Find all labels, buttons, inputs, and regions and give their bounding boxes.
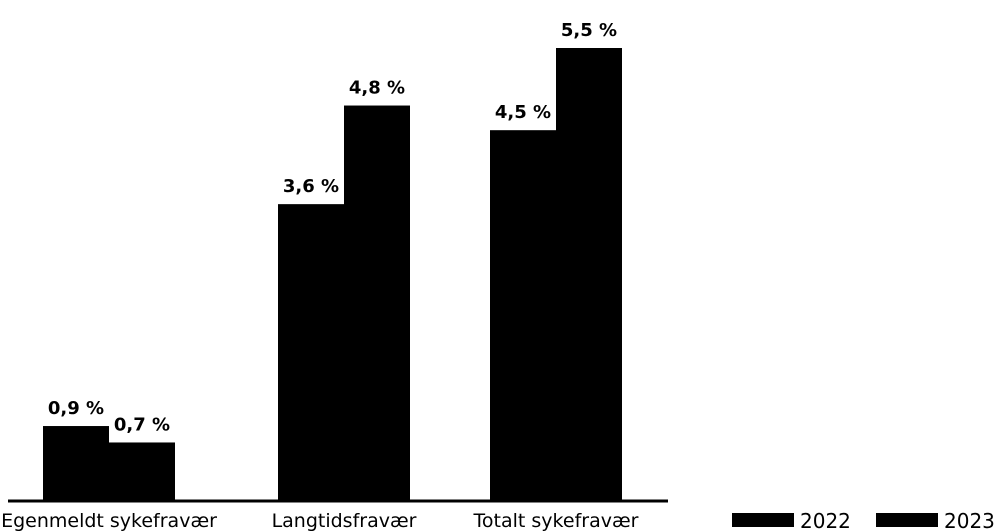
legend-label-2022: 2022 bbox=[800, 509, 851, 532]
legend-swatch-2023 bbox=[876, 513, 938, 527]
bar-2023-2 bbox=[556, 48, 622, 500]
value-labels-group: 0,9 % 0,7 % 3,6 % 4,8 % 4,5 % 5,5 % bbox=[48, 20, 617, 435]
value-label-2022-2: 4,5 % bbox=[495, 102, 551, 123]
category-label-2: Totalt sykefravær bbox=[473, 510, 639, 532]
bar-2023-1 bbox=[344, 105, 410, 500]
bar-2022-1 bbox=[278, 204, 344, 501]
bar-2023-0 bbox=[109, 442, 175, 500]
category-labels-group: Egenmeldt sykefravær Langtidsfravær Totalt… bbox=[1, 510, 639, 532]
legend-swatch-2022 bbox=[732, 513, 794, 527]
legend-label-2023: 2023 bbox=[944, 509, 995, 532]
value-label-2023-2: 5,5 % bbox=[561, 20, 617, 41]
value-label-2023-0: 0,7 % bbox=[114, 414, 170, 435]
value-label-2022-1: 3,6 % bbox=[283, 176, 339, 197]
bar-2022-2 bbox=[490, 130, 556, 500]
bar-2022-0 bbox=[43, 426, 109, 500]
bars-group bbox=[43, 48, 622, 501]
value-label-2023-1: 4,8 % bbox=[349, 78, 405, 99]
category-label-0: Egenmeldt sykefravær bbox=[1, 510, 217, 532]
value-label-2022-0: 0,9 % bbox=[48, 398, 104, 419]
category-label-1: Langtidsfravær bbox=[272, 510, 417, 532]
legend: 2022 2023 bbox=[732, 509, 995, 532]
